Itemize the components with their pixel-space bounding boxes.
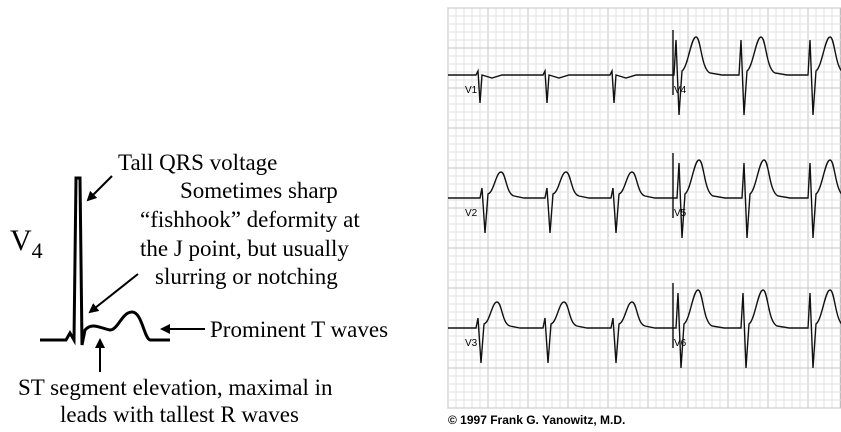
lead-label: V4 [674,85,687,96]
st-line: leads with tallest R waves [60,402,299,427]
lead-label: V1 [465,85,478,96]
lead-label: V5 [674,208,687,219]
ecg-trace [448,289,841,369]
lead-name: V4 [10,224,43,263]
arrow [86,175,113,202]
st-line: ST segment elevation, maximal in [18,375,333,400]
j-point-line: Sometimes sharp [180,178,338,203]
j-point-line: slurring or notching [155,264,338,289]
lead-subscript: 4 [32,238,43,263]
lead-label: V6 [674,338,687,349]
copyright: © 1997 Frank G. Yanowitz, M.D. [448,413,625,427]
lead-letter: V [10,224,32,257]
lead-label: V2 [465,208,478,219]
ecg-complex [40,176,170,346]
diagram: V4 Tall QRS voltage Sometimes sharp “fis… [10,150,388,427]
ecg-trace [448,36,841,116]
ecg-trace [448,159,841,239]
lead-label: V3 [465,338,478,349]
j-point-line: “fishhook” deformity at [140,207,360,232]
qrs-label: Tall QRS voltage [118,150,277,175]
t-wave-label: Prominent T waves [210,317,388,342]
arrow [88,273,139,314]
j-point-line: the J point, but usually [140,236,349,261]
ecg-strip: V1 V2 V3 V4 V5 V6 [447,7,841,409]
